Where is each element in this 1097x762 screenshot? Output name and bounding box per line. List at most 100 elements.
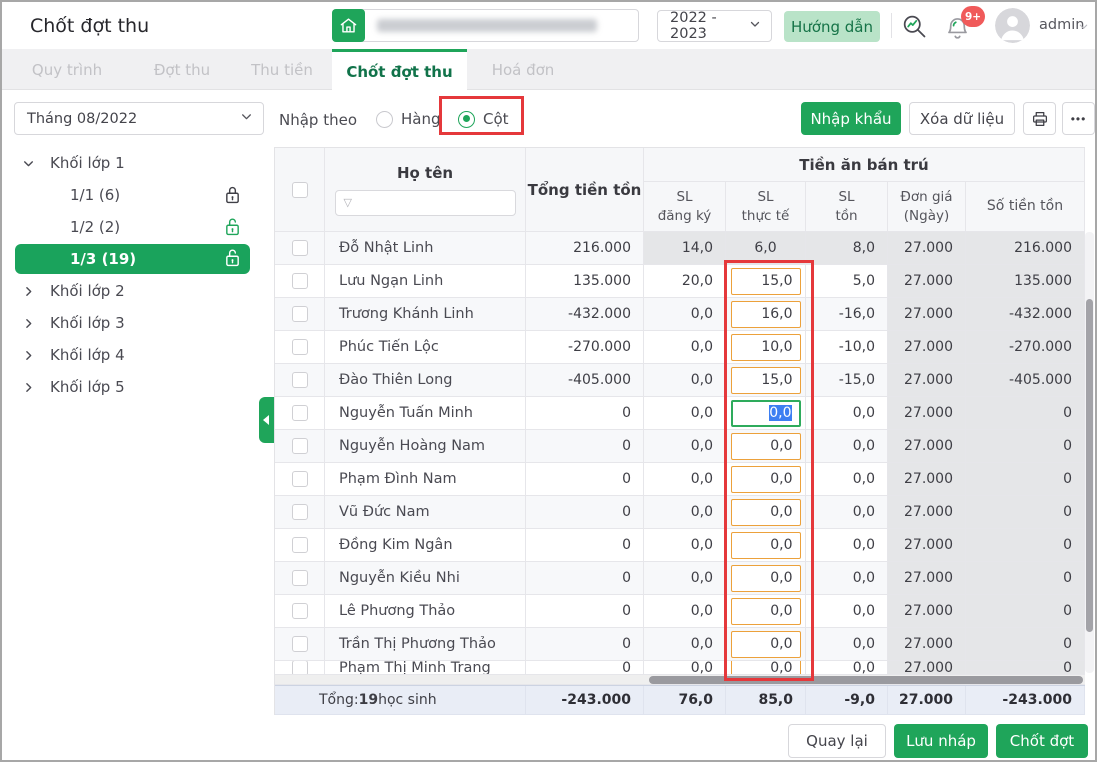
row-checkbox[interactable]: [291, 471, 308, 487]
month-select[interactable]: Tháng 08/2022: [14, 102, 264, 135]
total-balance-cell: 0: [526, 529, 644, 562]
qty-actual-input[interactable]: 15,0: [730, 267, 801, 295]
radio-row-mode[interactable]: Hàng: [376, 110, 441, 128]
qty-actual-input[interactable]: 0,0: [730, 597, 801, 625]
total-balance-cell: 0: [526, 463, 644, 496]
row-checkbox[interactable]: [291, 273, 308, 289]
qty-actual-input[interactable]: 15,0: [730, 366, 801, 394]
qty-actual-input[interactable]: 16,0: [730, 300, 801, 328]
qty-actual-cell: 15,0: [726, 364, 806, 397]
total-balance-cell: 0: [526, 496, 644, 529]
qty-actual-input[interactable]: 10,0: [730, 333, 801, 361]
more-options-button[interactable]: •••: [1062, 102, 1095, 135]
total-balance-cell: -405.000: [526, 364, 644, 397]
qty-remaining-cell: -15,0: [806, 364, 888, 397]
row-checkbox[interactable]: [291, 306, 308, 322]
qty-actual-input[interactable]: 0,0: [730, 531, 801, 559]
qty-remaining-cell: 0,0: [806, 496, 888, 529]
unit-price-cell: 27.000: [888, 463, 966, 496]
sidebar-collapse-handle[interactable]: [259, 397, 274, 443]
import-button[interactable]: Nhập khẩu: [801, 102, 901, 135]
qty-registered-cell: 14,0: [644, 232, 726, 265]
qty-actual-cell: 15,0: [726, 265, 806, 298]
back-button[interactable]: Quay lại: [788, 724, 886, 758]
tree-group-khoi-lop-2[interactable]: Khối lớp 2: [2, 277, 262, 305]
chevron-right-icon: [22, 285, 36, 298]
school-year-value: 2022 - 2023: [670, 10, 717, 42]
qty-actual-input[interactable]: 0,0: [730, 564, 801, 592]
student-name: Đào Thiên Long: [325, 364, 526, 397]
unit-price-cell: 27.000: [888, 397, 966, 430]
vertical-scrollbar[interactable]: [1085, 232, 1094, 673]
row-checkbox[interactable]: [291, 570, 308, 586]
delete-data-button[interactable]: Xóa dữ liệu: [909, 102, 1015, 135]
qty-actual-input[interactable]: 0,0: [730, 498, 801, 526]
table-row: Phạm Thị Minh Trang 0 0,0 0,0 0,0 27.000…: [275, 661, 1085, 675]
total-balance-cell: -270.000: [526, 331, 644, 364]
unit-price-cell: 27.000: [888, 628, 966, 661]
tab-dot-thu[interactable]: Đợt thu: [153, 60, 211, 79]
amount-balance-cell: 0: [966, 661, 1085, 675]
notification-bell-icon[interactable]: [943, 15, 971, 43]
unit-price-cell: 27.000: [888, 562, 966, 595]
home-icon[interactable]: [332, 9, 365, 42]
tree-group-khoi-lop-5[interactable]: Khối lớp 5: [2, 373, 262, 401]
tree-class-label: 1/3 (19): [70, 250, 137, 268]
tree-group-khoi-lop-3[interactable]: Khối lớp 3: [2, 309, 262, 337]
tab-quy-trinh[interactable]: Quy trình: [31, 60, 103, 79]
row-checkbox[interactable]: [291, 339, 308, 355]
horizontal-scrollbar[interactable]: [275, 675, 1085, 685]
radio-column-mode[interactable]: Cột: [458, 110, 509, 128]
select-all-checkbox[interactable]: [291, 181, 308, 198]
tree-class-1-3-selected[interactable]: 1/3 (19): [15, 244, 250, 274]
row-checkbox[interactable]: [291, 405, 308, 421]
amount-balance-cell: 0: [966, 595, 1085, 628]
total-balance-cell: 0: [526, 397, 644, 430]
tree-class-label: 1/2 (2): [70, 218, 121, 236]
qty-registered-cell: 0,0: [644, 364, 726, 397]
tab-thu-tien[interactable]: Thu tiền: [251, 60, 313, 79]
qty-remaining-cell: -16,0: [806, 298, 888, 331]
row-checkbox[interactable]: [291, 661, 308, 674]
analytics-search-icon[interactable]: [899, 12, 929, 42]
row-checkbox[interactable]: [291, 504, 308, 520]
horizontal-scrollbar-thumb[interactable]: [649, 676, 1083, 684]
user-menu[interactable]: admin: [1039, 17, 1085, 33]
tree-group-khoi-lop-4[interactable]: Khối lớp 4: [2, 341, 262, 369]
row-checkbox[interactable]: [291, 438, 308, 454]
row-checkbox[interactable]: [291, 603, 308, 619]
row-checkbox[interactable]: [291, 537, 308, 553]
school-year-select[interactable]: 2022 - 2023: [657, 10, 772, 42]
footer-total-balance: -243.000: [526, 686, 644, 715]
tree-class-1-1[interactable]: 1/1 (6): [2, 181, 262, 209]
avatar[interactable]: [995, 8, 1030, 43]
amount-balance-cell: 0: [966, 496, 1085, 529]
tab-chot-dot-thu[interactable]: Chốt đợt thu: [332, 49, 467, 91]
tab-hoa-don[interactable]: Hoá đơn: [491, 60, 555, 79]
finalize-button[interactable]: Chốt đợt: [996, 724, 1088, 758]
total-balance-cell: 0: [526, 562, 644, 595]
student-name: Nguyễn Kiều Nhi: [325, 562, 526, 595]
name-filter-input[interactable]: ▽: [334, 189, 516, 216]
table-row: Nguyễn Tuấn Minh 0 0,0 0,0 0,0 27.000 0: [275, 397, 1085, 430]
save-draft-button[interactable]: Lưu nháp: [894, 724, 988, 758]
row-checkbox[interactable]: [291, 240, 308, 256]
school-selector[interactable]: [332, 9, 639, 42]
amount-balance-cell: 135.000: [966, 265, 1085, 298]
tab-bar: Quy trình Đợt thu Thu tiền Chốt đợt thu …: [2, 49, 1095, 91]
radio-circle-icon: [458, 110, 475, 128]
vertical-scrollbar-thumb[interactable]: [1086, 299, 1093, 632]
row-checkbox[interactable]: [291, 636, 308, 652]
qty-actual-input[interactable]: 0,0: [730, 630, 801, 658]
unit-price-cell: 27.000: [888, 298, 966, 331]
qty-actual-input[interactable]: 0,0: [730, 432, 801, 460]
tree-group-khoi-lop-1[interactable]: Khối lớp 1: [2, 149, 262, 177]
guide-button[interactable]: Hướng dẫn: [784, 11, 880, 42]
qty-actual-input[interactable]: 0,0: [730, 661, 801, 674]
qty-actual-input[interactable]: 0,0: [730, 465, 801, 493]
row-checkbox[interactable]: [291, 372, 308, 388]
qty-actual-input[interactable]: 0,0: [730, 399, 801, 427]
qty-registered-cell: 0,0: [644, 628, 726, 661]
print-button[interactable]: [1023, 102, 1056, 135]
tree-class-1-2[interactable]: 1/2 (2): [2, 213, 262, 241]
